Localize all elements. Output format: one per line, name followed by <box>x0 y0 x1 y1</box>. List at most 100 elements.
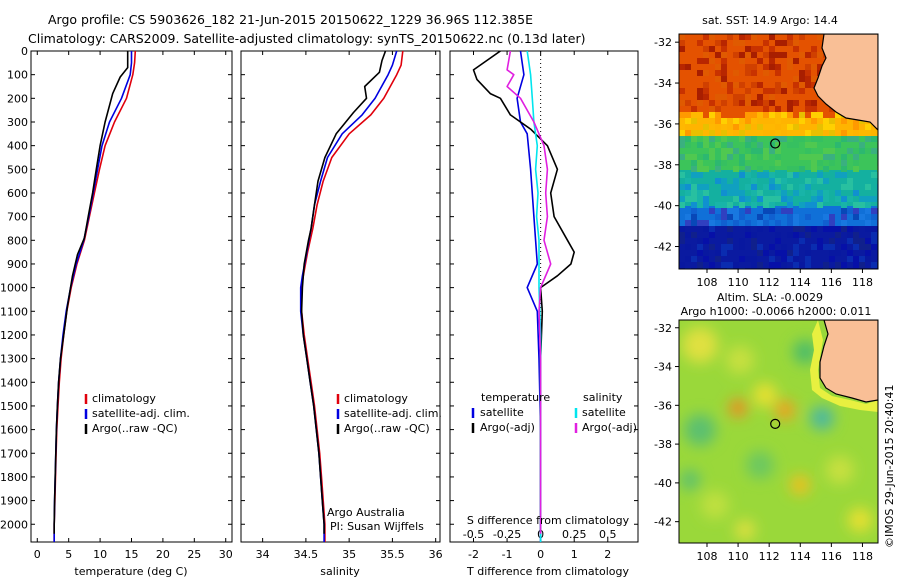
y-tick-label: 1900 <box>0 495 28 508</box>
s-diff-tick-label: 0.25 <box>562 528 587 541</box>
figure-title-line2: Climatology: CARS2009. Satellite-adjuste… <box>28 31 585 46</box>
sla-map-title-line1: Altim. SLA: -0.0029 <box>717 291 823 304</box>
x-tick-label: 34.5 <box>294 548 319 561</box>
x-tick-label: 20 <box>156 548 170 561</box>
y-tick-label: 100 <box>7 69 28 82</box>
series-line-argo-raw-qc- <box>300 51 387 534</box>
x-tick-label: 35.5 <box>380 548 405 561</box>
sla-map-ticks: 108 110 112 114 116 118 -32 -34 -36 -38 -40 -42 <box>654 322 873 563</box>
y-tick-label: 700 <box>7 211 28 224</box>
lat-tick-label: -32 <box>654 322 672 335</box>
legend-label: satellite-adj. clim. <box>92 407 190 420</box>
lat-tick-label: -40 <box>654 477 672 490</box>
x-tick-label: -2 <box>468 548 479 561</box>
lon-tick-label: 118 <box>852 550 873 563</box>
salinity-legend: climatology satellite-adj. clim. Argo(..ra… <box>336 392 442 435</box>
y-tick-label: 1100 <box>0 305 28 318</box>
figure-title-line1: Argo profile: CS 5903626_182 21-Jun-2015… <box>48 12 533 27</box>
y-tick-label: 1200 <box>0 329 28 342</box>
legend-title-salinity: salinity <box>583 391 623 404</box>
lat-tick-label: -42 <box>654 241 672 254</box>
x-tick-label: -1 <box>502 548 513 561</box>
x-tick-label: 1 <box>571 548 578 561</box>
legend-label: Argo(..raw -QC) <box>92 422 178 435</box>
difference-axes <box>449 50 639 543</box>
imos-footer: ©IMOS 29-Jun-2015 20:40:41 <box>883 384 896 548</box>
temperature-panel: 0 5 10 15 20 25 300100200300400500600700800900… <box>0 45 233 578</box>
y-tick-label: 200 <box>7 92 28 105</box>
sst-land <box>813 34 878 131</box>
salinity-ticks: 34 34.5 35 35.5 36 <box>241 50 443 561</box>
x-tick-label: 36 <box>429 548 443 561</box>
x-tick-label: 10 <box>93 548 107 561</box>
sla-blobs <box>680 327 872 540</box>
x-tick-label: 30 <box>219 548 233 561</box>
lon-tick-label: 114 <box>790 276 811 289</box>
sst-map-frame <box>678 33 879 270</box>
lat-tick-label: -36 <box>654 399 672 412</box>
lon-tick-label: 110 <box>728 276 749 289</box>
salinity-axes <box>240 50 441 543</box>
series-line-temperature-argo-adj- <box>472 51 576 534</box>
lon-tick-label: 116 <box>821 550 842 563</box>
y-tick-label: 400 <box>7 140 28 153</box>
sla-land <box>819 320 878 403</box>
difference-xlabel: T difference from climatology <box>466 565 629 578</box>
y-tick-label: 800 <box>7 234 28 247</box>
x-tick-label: 2 <box>604 548 611 561</box>
salinity-lines <box>299 51 404 542</box>
sst-map-ticks: 108 110 112 114 116 118 -32 -34 -36 -38 -40 -42 <box>654 36 873 289</box>
y-tick-label: 1000 <box>0 282 28 295</box>
y-tick-label: 2000 <box>0 518 28 531</box>
temperature-ticks: 0 5 10 15 20 25 300100200300400500600700800900… <box>0 45 233 561</box>
salinity-panel: 34 34.5 35 35.5 36 climatology satellite-adj.… <box>240 50 443 578</box>
legend-label: Argo(-adj) <box>582 421 637 434</box>
sla-coast-band <box>810 320 878 412</box>
lon-tick-label: 114 <box>790 550 811 563</box>
s-diff-tick-label: -0.5 <box>463 528 484 541</box>
y-tick-label: 1800 <box>0 471 28 484</box>
s-diff-tick-label: 0.5 <box>599 528 617 541</box>
temperature-lines <box>53 51 137 542</box>
y-tick-label: 300 <box>7 116 28 129</box>
lat-tick-label: -34 <box>654 361 672 374</box>
y-tick-label: 500 <box>7 163 28 176</box>
y-tick-label: 1600 <box>0 424 28 437</box>
x-tick-label: 34 <box>256 548 270 561</box>
difference-lines <box>472 51 576 542</box>
legend-label: Argo(-adj) <box>480 421 535 434</box>
y-tick-label: 0 <box>21 45 28 58</box>
temperature-legend: climatology satellite-adj. clim. Argo(..ra… <box>84 392 190 435</box>
difference-xlabel-top: S difference from climatology <box>467 514 630 527</box>
lat-tick-label: -38 <box>654 438 672 451</box>
legend-label: satellite <box>582 406 626 419</box>
argo-marker-sst <box>770 138 781 149</box>
y-tick-label: 1300 <box>0 353 28 366</box>
legend-label: satellite <box>480 406 524 419</box>
lat-tick-label: -32 <box>654 36 672 49</box>
lon-tick-label: 108 <box>696 550 717 563</box>
sla-map-title-line2: Argo h1000: -0.0066 h2000: 0.011 <box>681 305 872 318</box>
lat-tick-label: -42 <box>654 516 672 529</box>
lon-tick-label: 118 <box>852 276 873 289</box>
legend-label: Argo(..raw -QC) <box>344 422 430 435</box>
x-tick-label: 5 <box>65 548 72 561</box>
x-tick-label: 0 <box>34 548 41 561</box>
sla-map-frame <box>678 319 879 544</box>
y-tick-label: 1700 <box>0 447 28 460</box>
lat-tick-label: -38 <box>654 159 672 172</box>
sst-map-panel: sat. SST: 14.9 Argo: 14.4 108 110 112 114 11… <box>654 14 879 289</box>
x-tick-label: 25 <box>187 548 201 561</box>
sst-map-image <box>679 34 878 269</box>
x-tick-label: 15 <box>125 548 139 561</box>
sst-map-title: sat. SST: 14.9 Argo: 14.4 <box>702 14 838 27</box>
legend-label: satellite-adj. clim. <box>344 407 442 420</box>
series-line-salinity-argo-adj- <box>506 51 552 534</box>
s-diff-tick-label: -0.25 <box>493 528 521 541</box>
temperature-xlabel: temperature (deg C) <box>74 565 187 578</box>
y-tick-label: 1500 <box>0 400 28 413</box>
difference-legend: temperature salinity satellite Argo(-adj) sa… <box>471 391 637 434</box>
x-tick-label: 0 <box>537 548 544 561</box>
lon-tick-label: 112 <box>759 276 780 289</box>
